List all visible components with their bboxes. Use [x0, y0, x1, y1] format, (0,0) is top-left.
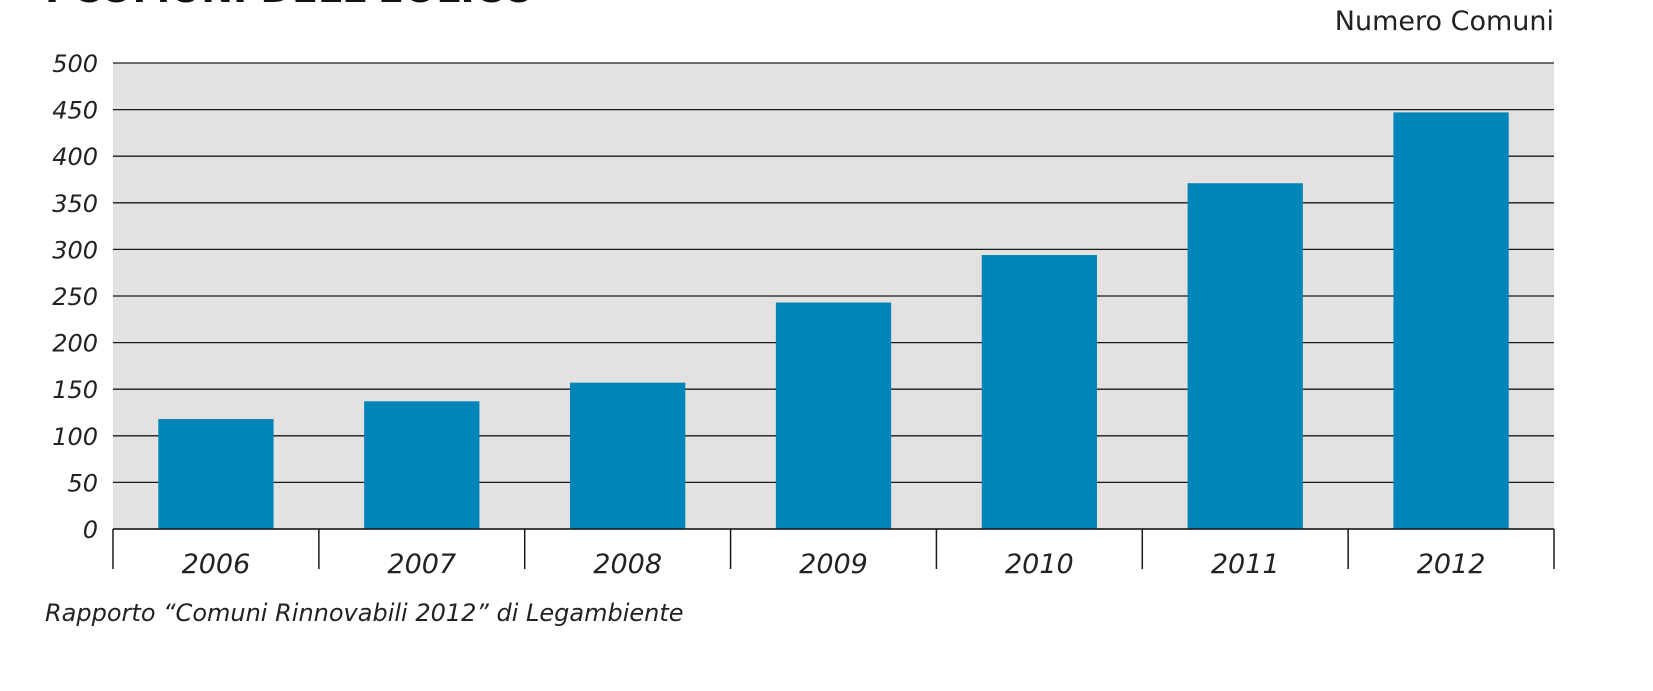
bar-2012 [1393, 112, 1509, 530]
x-tick-label: 2009 [799, 549, 868, 580]
bar-2009 [775, 302, 892, 529]
chart-title: I COMUNI DELL'EOLICO [45, 0, 535, 11]
x-axis: 2006 2007 2008 2009 2010 2011 2012 [112, 528, 1555, 580]
x-tick-label: 2007 [387, 549, 456, 580]
y-unit-label: Numero Comuni [1335, 6, 1554, 37]
y-tick-label: 450 [52, 97, 98, 125]
x-tick-label: 2012 [1417, 549, 1486, 580]
x-tick-label: 2010 [1005, 549, 1074, 580]
bar-2008 [570, 382, 686, 529]
y-axis: 0 50 100 150 200 250 300 350 400 450 500 [52, 50, 98, 544]
y-tick-label: 150 [52, 376, 98, 404]
y-tick-label: 100 [52, 423, 98, 451]
bar-2011 [1187, 183, 1303, 529]
y-tick-label: 500 [52, 50, 98, 78]
y-tick-label: 350 [52, 190, 98, 218]
y-tick-label: 250 [52, 283, 98, 311]
bar-2006 [158, 419, 274, 529]
y-tick-label: 300 [52, 236, 98, 264]
x-tick-label: 2008 [593, 549, 662, 580]
x-tick-label: 2011 [1211, 549, 1280, 580]
bar-2010 [981, 254, 1097, 529]
bar-2007 [364, 401, 480, 529]
y-tick-label: 200 [52, 330, 98, 358]
y-tick-label: 0 [83, 516, 98, 544]
source-note: Rapporto “Comuni Rinnovabili 2012” di Le… [45, 599, 684, 627]
bars [158, 112, 1509, 530]
y-tick-label: 400 [52, 143, 98, 171]
x-tick-label: 2006 [182, 549, 251, 580]
y-tick-label: 50 [67, 469, 98, 497]
